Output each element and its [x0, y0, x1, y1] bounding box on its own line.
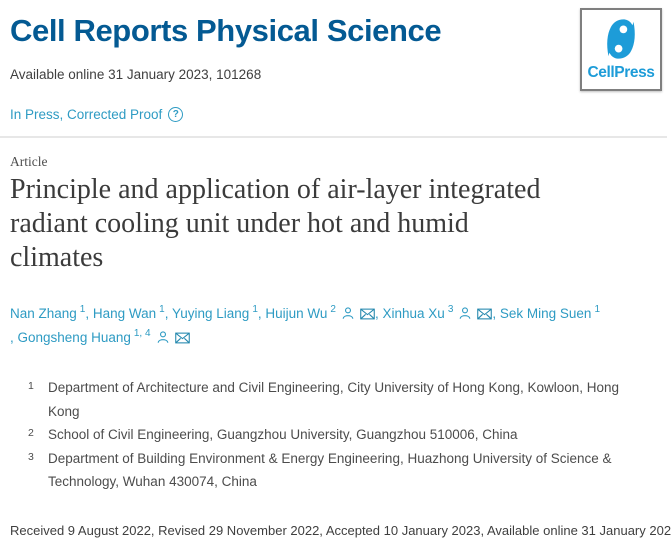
author-separator: , [164, 306, 172, 321]
author-affiliation-sup: 2 [330, 303, 336, 315]
affiliation-number: 3 [28, 450, 34, 463]
page-title-line: Principle and application of air-layer i… [10, 174, 541, 205]
affiliation-item: 3 Department of Building Environment & En… [10, 447, 650, 494]
page-title-line: climates [10, 242, 104, 273]
author-affiliation-sup: 3 [447, 303, 454, 315]
affiliation-list: 1 Department of Architecture and Civil En… [10, 376, 661, 494]
affiliation-number: 1 [28, 380, 34, 392]
question-circle-icon[interactable]: ? [168, 107, 184, 122]
author-separator: , [492, 306, 500, 321]
in-press-status-link[interactable]: In Press, Corrected Proof [10, 107, 163, 122]
cellpress-logo[interactable]: CellPress [580, 8, 662, 91]
affiliation-number: 2 [28, 427, 34, 439]
author-separator: , [85, 306, 93, 321]
page-title-line: radiant cooling unit under hot and humid [10, 208, 469, 239]
affiliation-text: Department of Building Environment & Ene… [48, 450, 612, 490]
section-divider [0, 136, 667, 138]
affiliation-text: Department of Architecture and Civil Eng… [48, 380, 620, 419]
author-affiliation-sup: 1 [594, 303, 601, 315]
article-type-label: Article [10, 154, 48, 169]
author-link[interactable]: Sek Ming Suen [499, 306, 592, 321]
author-line: Nan Zhang 1, Hang Wan 1, Yuying Liang 1, Hu… [10, 302, 661, 326]
journal-title-link[interactable]: Cell Reports Physical Science [10, 13, 442, 48]
author-affiliation-sup: 1, 4 [133, 327, 151, 339]
person-icon[interactable] [458, 306, 472, 320]
author-link[interactable]: Huijun Wu [265, 306, 328, 321]
cellpress-mark-icon [597, 15, 645, 63]
page-title: Principle and application of air-layer i… [10, 173, 661, 275]
envelope-icon[interactable] [360, 308, 375, 320]
author-affiliation-sup: 1 [79, 303, 86, 315]
person-icon[interactable] [341, 306, 355, 320]
author-list: Nan Zhang 1, Hang Wan 1, Yuying Liang 1, Hu… [10, 302, 661, 350]
available-online-text: Available online 31 January 2023, 101268 [10, 67, 262, 82]
masthead: Cell Reports Physical Science [10, 12, 661, 50]
envelope-icon[interactable] [174, 332, 190, 344]
author-affiliation-sup: 1 [252, 303, 258, 315]
author-link[interactable]: Yuying Liang [171, 306, 250, 321]
person-icon[interactable] [156, 330, 170, 344]
status-row: In Press, Corrected Proof ? [10, 107, 661, 122]
cellpress-logo-text: CellPress [587, 64, 655, 81]
author-separator: , [257, 306, 266, 321]
author-link[interactable]: Hang Wan [92, 306, 157, 321]
author-separator: , [10, 330, 18, 345]
author-link[interactable]: Nan Zhang [10, 306, 77, 321]
revision-history-text: Received 9 August 2022, Revised 29 Novem… [10, 522, 671, 538]
author-link[interactable]: Xinhua Xu [382, 306, 445, 321]
affiliation-text: School of Civil Engineering, Guangzhou U… [48, 427, 518, 442]
affiliation-item: 1 Department of Architecture and Civil En… [10, 376, 650, 423]
author-line: , Gongsheng Huang 1, 4 [10, 326, 661, 350]
author-affiliation-sup: 1 [159, 303, 165, 315]
envelope-icon[interactable] [477, 308, 493, 320]
affiliation-item: 2 School of Civil Engineering, Guangzhou … [10, 423, 650, 447]
author-separator: , [374, 306, 383, 321]
author-link[interactable]: Gongsheng Huang [17, 330, 131, 345]
